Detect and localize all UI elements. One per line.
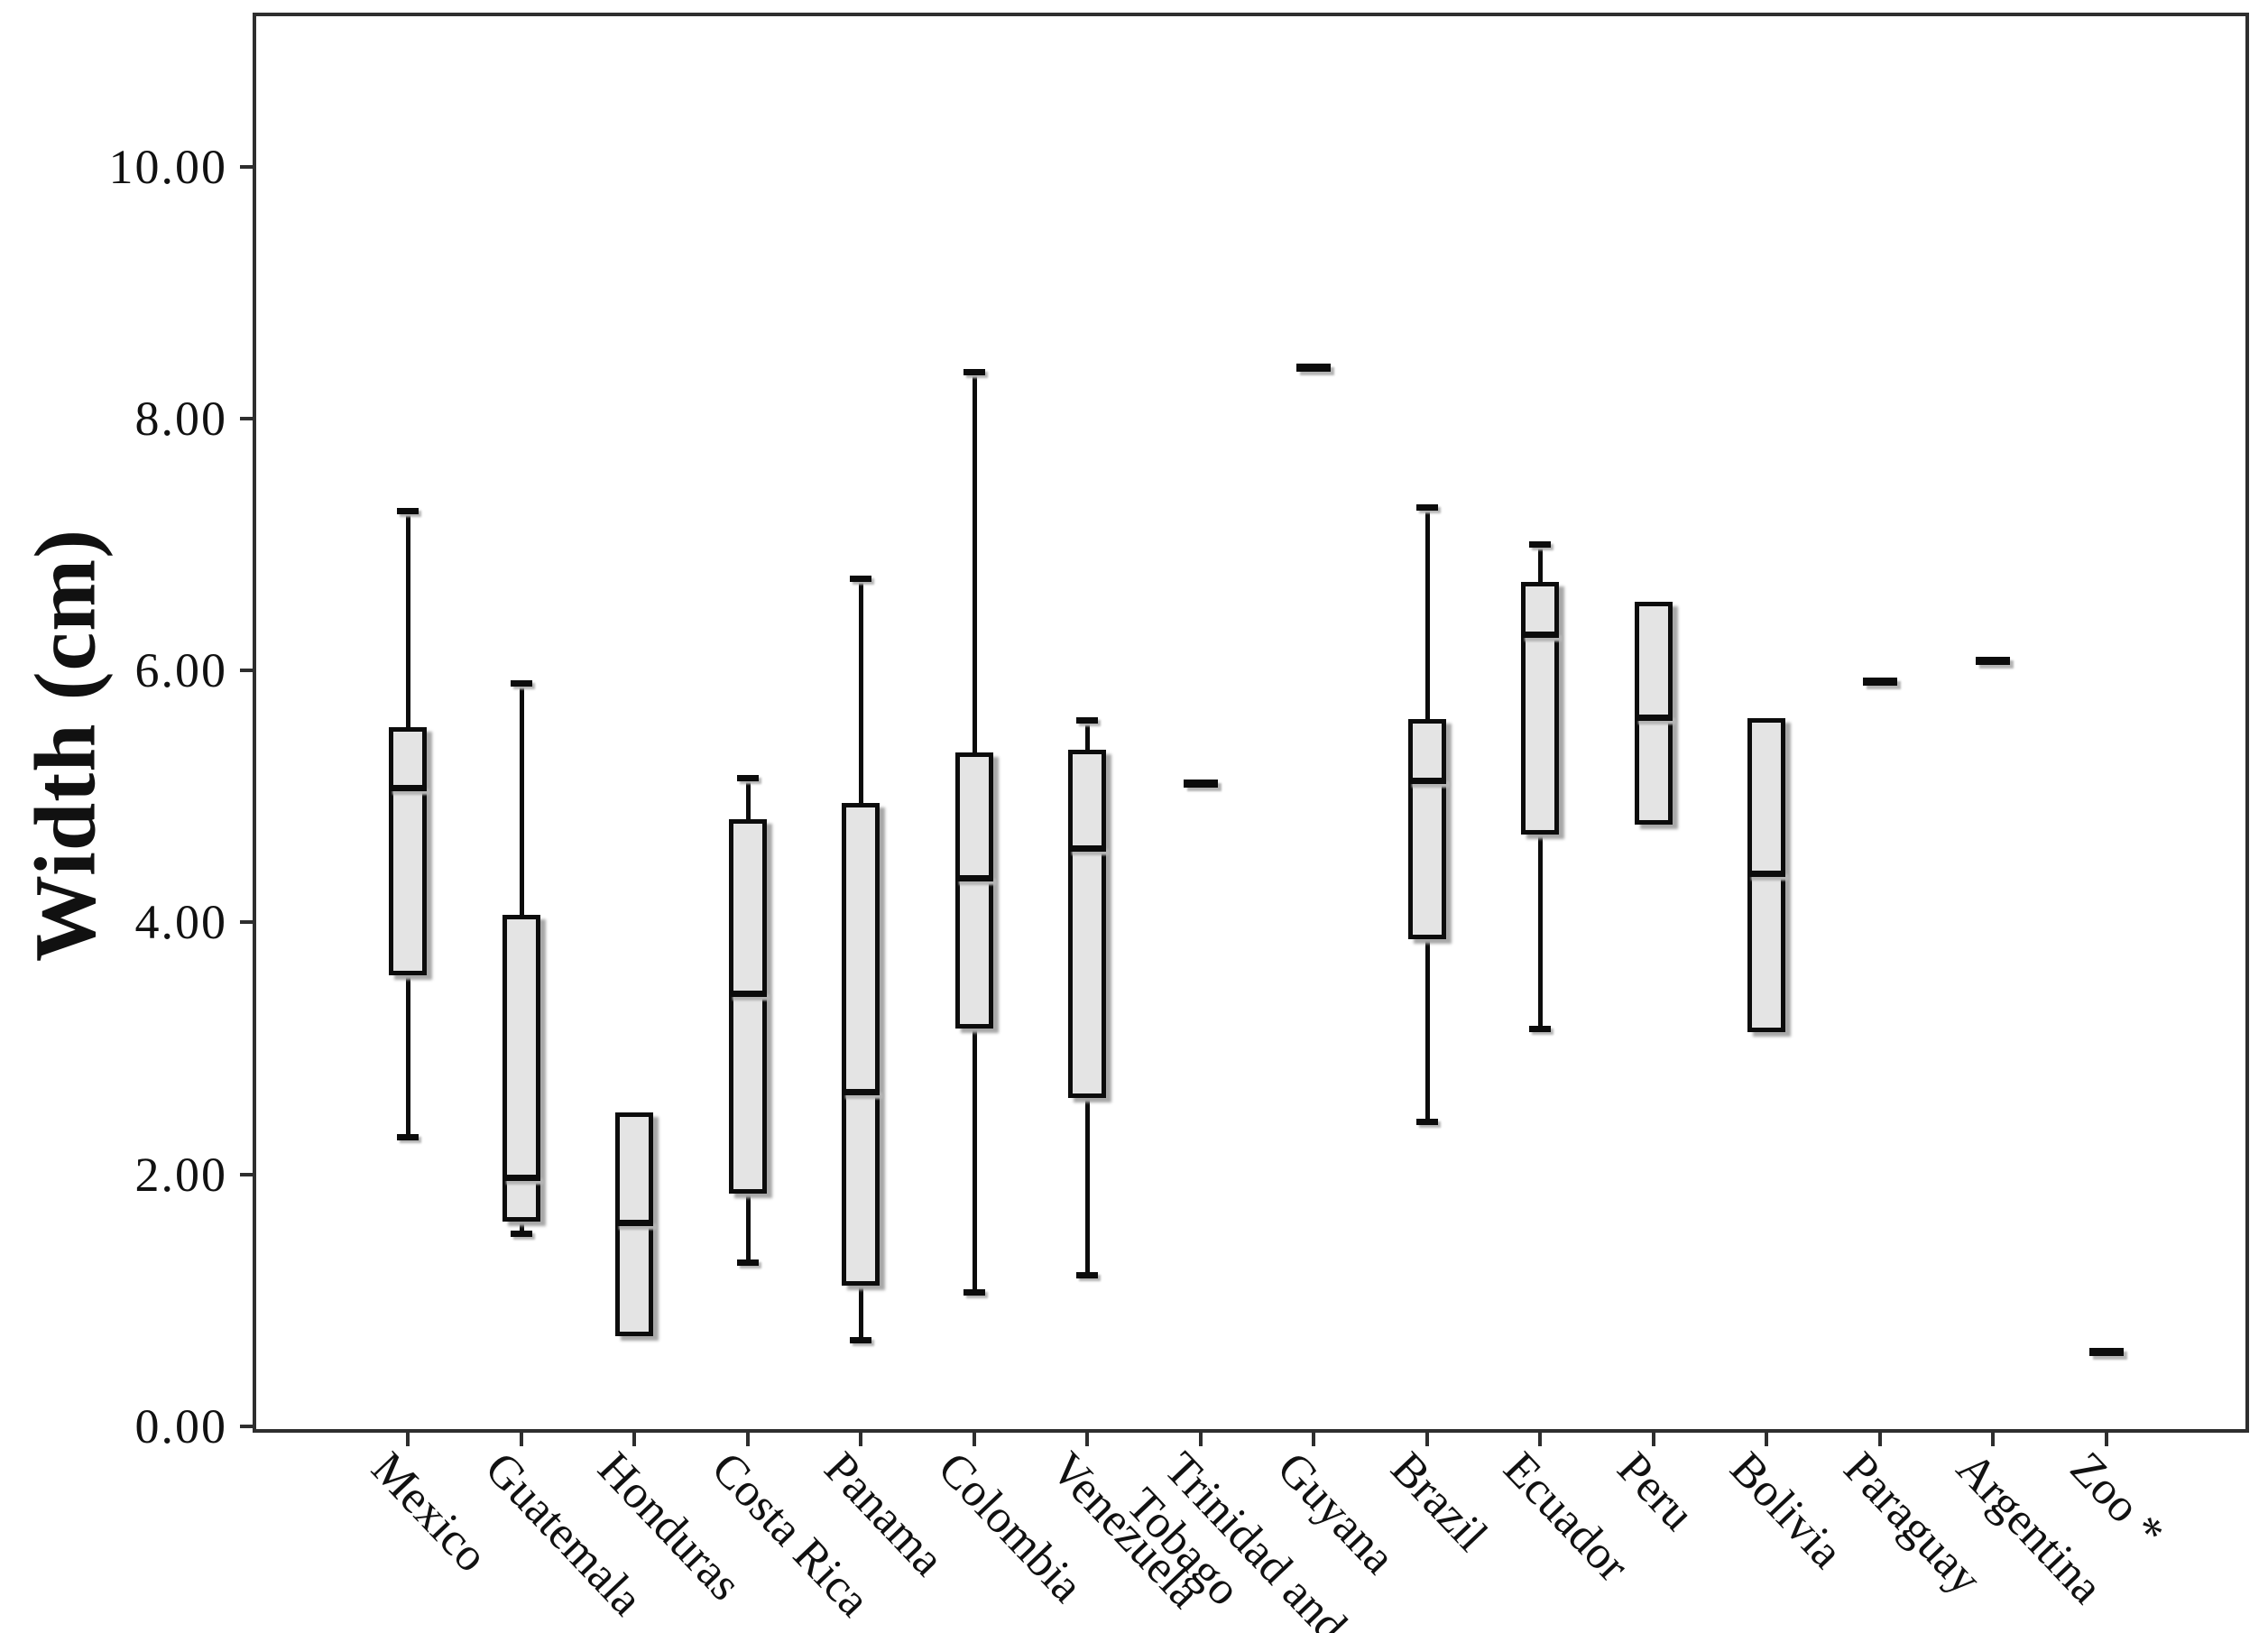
upper-whisker-brazil: [1424, 506, 1430, 723]
upper-whisker-cap-mexico: [397, 507, 419, 514]
x-tick-guatemala: [519, 1433, 523, 1446]
x-label-line: Peru: [1607, 1443, 1704, 1541]
median-venezuela: [1068, 845, 1106, 853]
lower-whisker-cap-ecuador: [1529, 1025, 1551, 1032]
x-tick-costa-rica: [745, 1433, 750, 1446]
y-tick-label-8.00: 8.00: [134, 391, 227, 446]
lower-whisker-cap-guatemala: [510, 1231, 532, 1238]
lower-whisker-ecuador: [1538, 831, 1543, 1029]
median-honduras: [615, 1220, 653, 1227]
upper-whisker-cap-costa-rica: [736, 774, 759, 781]
x-label-ecuador: Ecuador: [1493, 1443, 1639, 1592]
x-tick-honduras: [632, 1433, 636, 1446]
single-value-mark-guyana: [1296, 363, 1331, 372]
x-tick-venezuela: [1085, 1433, 1089, 1446]
y-tick-4.00: [240, 920, 253, 925]
x-tick-trinidad-and-tobago: [1198, 1433, 1203, 1446]
lower-whisker-guatemala: [519, 1218, 524, 1234]
x-label-bolivia: Bolivia: [1719, 1443, 1853, 1579]
y-tick-label-10.00: 10.00: [108, 139, 227, 194]
box-peru: [1634, 602, 1673, 825]
upper-whisker-cap-guatemala: [510, 680, 532, 687]
upper-whisker-colombia: [972, 372, 977, 755]
box-colombia: [954, 752, 993, 1029]
median-bolivia: [1747, 871, 1785, 878]
box-guatemala: [502, 914, 540, 1222]
x-tick-mexico: [406, 1433, 410, 1446]
lower-whisker-cap-venezuela: [1076, 1272, 1098, 1279]
box-costa-rica: [728, 818, 767, 1194]
x-tick-argentina: [1991, 1433, 1995, 1446]
lower-whisker-mexico: [406, 973, 410, 1137]
lower-whisker-cap-costa-rica: [736, 1259, 759, 1267]
single-value-mark-zoo: [2088, 1347, 2124, 1356]
y-tick-label-2.00: 2.00: [134, 1147, 227, 1202]
x-label-peru: Peru: [1606, 1443, 1703, 1541]
y-tick-10.00: [240, 164, 253, 169]
median-costa-rica: [728, 991, 767, 997]
lower-whisker-panama: [859, 1282, 863, 1340]
box-panama: [842, 802, 880, 1286]
upper-whisker-cap-venezuela: [1076, 716, 1098, 724]
upper-whisker-panama: [859, 578, 863, 806]
x-tick-paraguay: [1877, 1433, 1882, 1446]
lower-whisker-venezuela: [1085, 1094, 1090, 1276]
x-tick-brazil: [1424, 1433, 1429, 1446]
upper-whisker-mexico: [406, 510, 410, 730]
lower-whisker-colombia: [972, 1025, 977, 1292]
y-tick-label-6.00: 6.00: [134, 643, 227, 698]
box-venezuela: [1068, 749, 1106, 1098]
lower-whisker-cap-panama: [850, 1336, 871, 1343]
upper-whisker-cap-ecuador: [1529, 541, 1551, 549]
upper-whisker-cap-panama: [850, 576, 871, 583]
x-tick-panama: [859, 1433, 862, 1446]
x-label-line: Ecuador: [1493, 1443, 1639, 1591]
y-tick-8.00: [240, 416, 253, 420]
upper-whisker-cap-colombia: [963, 369, 985, 376]
lower-whisker-cap-mexico: [397, 1133, 419, 1140]
upper-whisker-guatemala: [519, 683, 524, 918]
x-label-mexico: Mexico: [361, 1443, 498, 1582]
x-tick-ecuador: [1538, 1433, 1542, 1446]
y-tick-2.00: [240, 1172, 253, 1176]
y-tick-label-4.00: 4.00: [134, 895, 227, 950]
x-tick-colombia: [972, 1433, 976, 1446]
plot-area: [253, 13, 2249, 1433]
x-tick-zoo: [2104, 1433, 2108, 1446]
single-value-mark-argentina: [1976, 657, 2010, 666]
median-brazil: [1407, 777, 1446, 784]
upper-whisker-venezuela: [1085, 719, 1090, 752]
box-ecuador: [1521, 582, 1559, 835]
median-ecuador: [1521, 631, 1559, 638]
lower-whisker-costa-rica: [745, 1190, 751, 1263]
median-colombia: [954, 874, 993, 881]
box-brazil: [1407, 719, 1446, 939]
y-tick-0.00: [240, 1425, 253, 1428]
x-tick-bolivia: [1765, 1433, 1768, 1446]
single-value-mark-trinidad-and-tobago: [1183, 779, 1218, 788]
median-peru: [1634, 715, 1673, 722]
lower-whisker-cap-colombia: [963, 1288, 985, 1296]
x-label-line: Mexico: [361, 1443, 498, 1582]
x-tick-peru: [1651, 1433, 1655, 1446]
median-mexico: [389, 785, 427, 792]
upper-whisker-cap-brazil: [1415, 503, 1438, 511]
y-tick-label-0.00: 0.00: [134, 1399, 227, 1453]
x-tick-guyana: [1312, 1433, 1315, 1446]
y-tick-6.00: [240, 669, 253, 673]
median-guatemala: [502, 1174, 540, 1181]
lower-whisker-brazil: [1424, 936, 1430, 1122]
single-value-mark-paraguay: [1862, 677, 1897, 686]
x-label-line: Bolivia: [1719, 1443, 1853, 1579]
upper-whisker-costa-rica: [745, 777, 751, 822]
upper-whisker-ecuador: [1538, 544, 1543, 586]
box-mexico: [389, 726, 427, 976]
lower-whisker-cap-brazil: [1415, 1119, 1438, 1126]
median-panama: [842, 1088, 880, 1095]
